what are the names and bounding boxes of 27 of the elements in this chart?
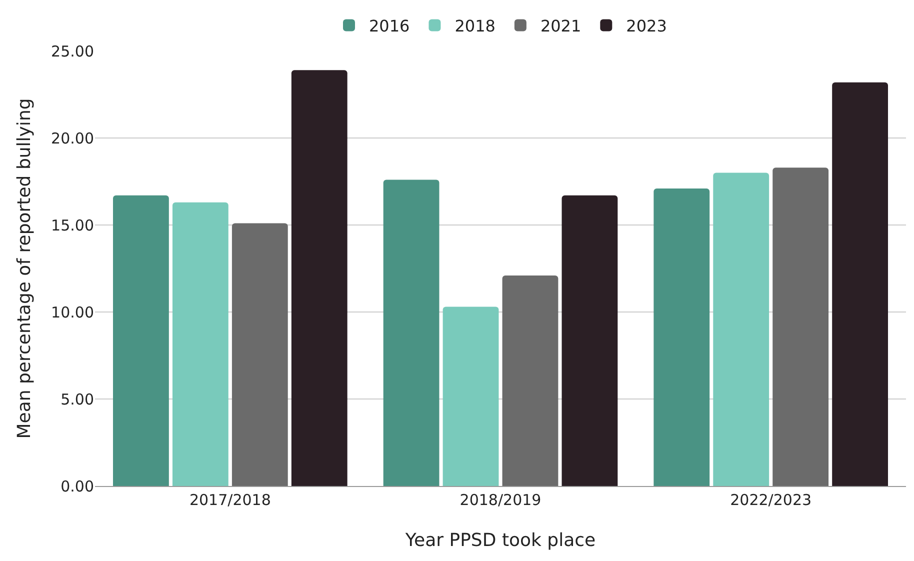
bar	[113, 195, 169, 486]
legend-label: 2018	[454, 16, 496, 36]
legend-label: 2021	[540, 16, 582, 36]
bar	[832, 82, 888, 486]
y-tick-label: 0.00	[60, 477, 94, 496]
x-tick-label: 2022/2023	[730, 491, 812, 509]
bar	[172, 202, 228, 486]
bar	[654, 188, 710, 486]
bar	[442, 306, 499, 486]
y-tick-label: 20.00	[51, 129, 94, 148]
y-tick-label: 25.00	[51, 42, 94, 60]
x-axis-title: Year PPSD took place	[404, 530, 596, 552]
x-tick-label: 2017/2018	[189, 491, 271, 509]
legend-label: 2023	[626, 16, 667, 36]
y-tick-label: 5.00	[60, 390, 94, 408]
y-axis-title: Mean percentage of reported bullying	[14, 98, 36, 439]
bar	[772, 168, 829, 486]
bar	[502, 275, 558, 486]
bar	[383, 180, 440, 486]
bar	[291, 70, 348, 486]
bar	[562, 195, 618, 486]
x-tick-label: 2018/2019	[460, 491, 542, 509]
legend-label: 2016	[369, 16, 410, 36]
bar	[232, 223, 288, 486]
y-tick-label: 10.00	[51, 303, 94, 322]
bar	[713, 172, 770, 486]
y-tick-label: 15.00	[51, 216, 94, 234]
